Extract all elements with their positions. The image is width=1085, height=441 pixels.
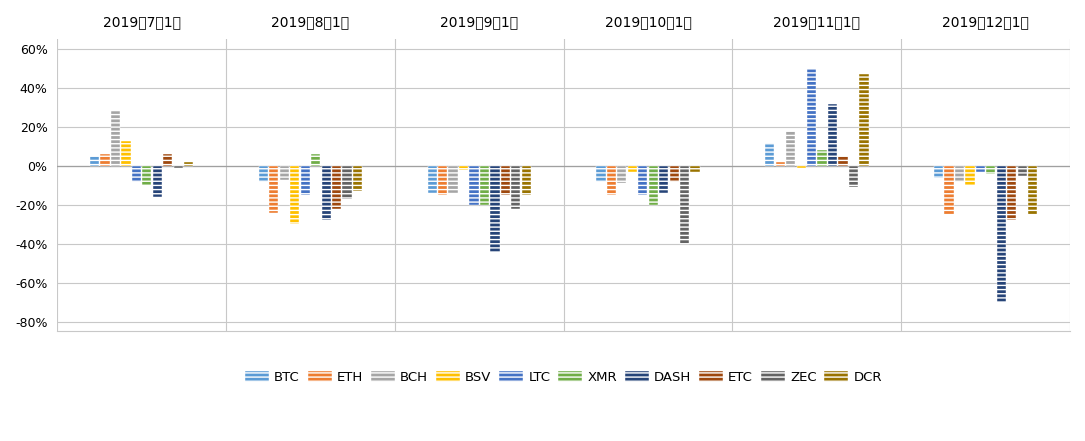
Bar <box>269 166 279 213</box>
Bar <box>690 166 700 172</box>
Bar <box>311 154 320 166</box>
Bar <box>332 166 341 209</box>
Bar <box>301 166 310 195</box>
Bar <box>1029 166 1037 215</box>
Bar <box>828 104 838 166</box>
Bar <box>986 166 995 174</box>
Legend: BTC, ETH, BCH, BSV, LTC, XMR, DASH, ETC, ZEC, DCR: BTC, ETH, BCH, BSV, LTC, XMR, DASH, ETC,… <box>240 366 888 389</box>
Bar <box>628 166 637 172</box>
Bar <box>470 166 478 205</box>
Bar <box>321 166 331 220</box>
Bar <box>290 166 299 224</box>
Bar <box>111 112 120 166</box>
Bar <box>955 166 965 182</box>
Bar <box>438 166 447 195</box>
Bar <box>669 166 679 182</box>
Bar <box>597 166 605 182</box>
Bar <box>765 142 775 166</box>
Bar <box>142 166 152 185</box>
Bar <box>649 166 658 205</box>
Bar <box>839 156 847 166</box>
Bar <box>934 166 943 178</box>
Bar <box>617 166 626 183</box>
Bar <box>184 162 193 166</box>
Bar <box>966 166 974 185</box>
Bar <box>480 166 489 205</box>
Bar <box>427 166 437 193</box>
Bar <box>776 162 784 166</box>
Bar <box>511 166 521 209</box>
Bar <box>122 141 130 166</box>
Bar <box>353 166 362 191</box>
Bar <box>975 166 985 172</box>
Bar <box>343 166 352 199</box>
Bar <box>607 166 616 195</box>
Bar <box>490 166 499 252</box>
Bar <box>174 166 183 168</box>
Bar <box>501 166 510 195</box>
Bar <box>448 166 458 193</box>
Bar <box>1007 166 1017 220</box>
Bar <box>280 166 289 179</box>
Bar <box>944 166 954 215</box>
Bar <box>459 166 468 170</box>
Bar <box>807 69 816 166</box>
Bar <box>680 166 689 244</box>
Bar <box>659 166 668 193</box>
Bar <box>163 154 173 166</box>
Bar <box>848 166 858 187</box>
Bar <box>817 150 827 166</box>
Bar <box>796 166 806 168</box>
Bar <box>522 166 531 195</box>
Bar <box>1018 166 1026 176</box>
Bar <box>258 166 268 182</box>
Bar <box>90 156 99 166</box>
Bar <box>638 166 648 195</box>
Bar <box>131 166 141 182</box>
Bar <box>859 75 868 166</box>
Bar <box>101 154 110 166</box>
Bar <box>997 166 1006 302</box>
Bar <box>153 166 162 197</box>
Bar <box>786 131 795 166</box>
